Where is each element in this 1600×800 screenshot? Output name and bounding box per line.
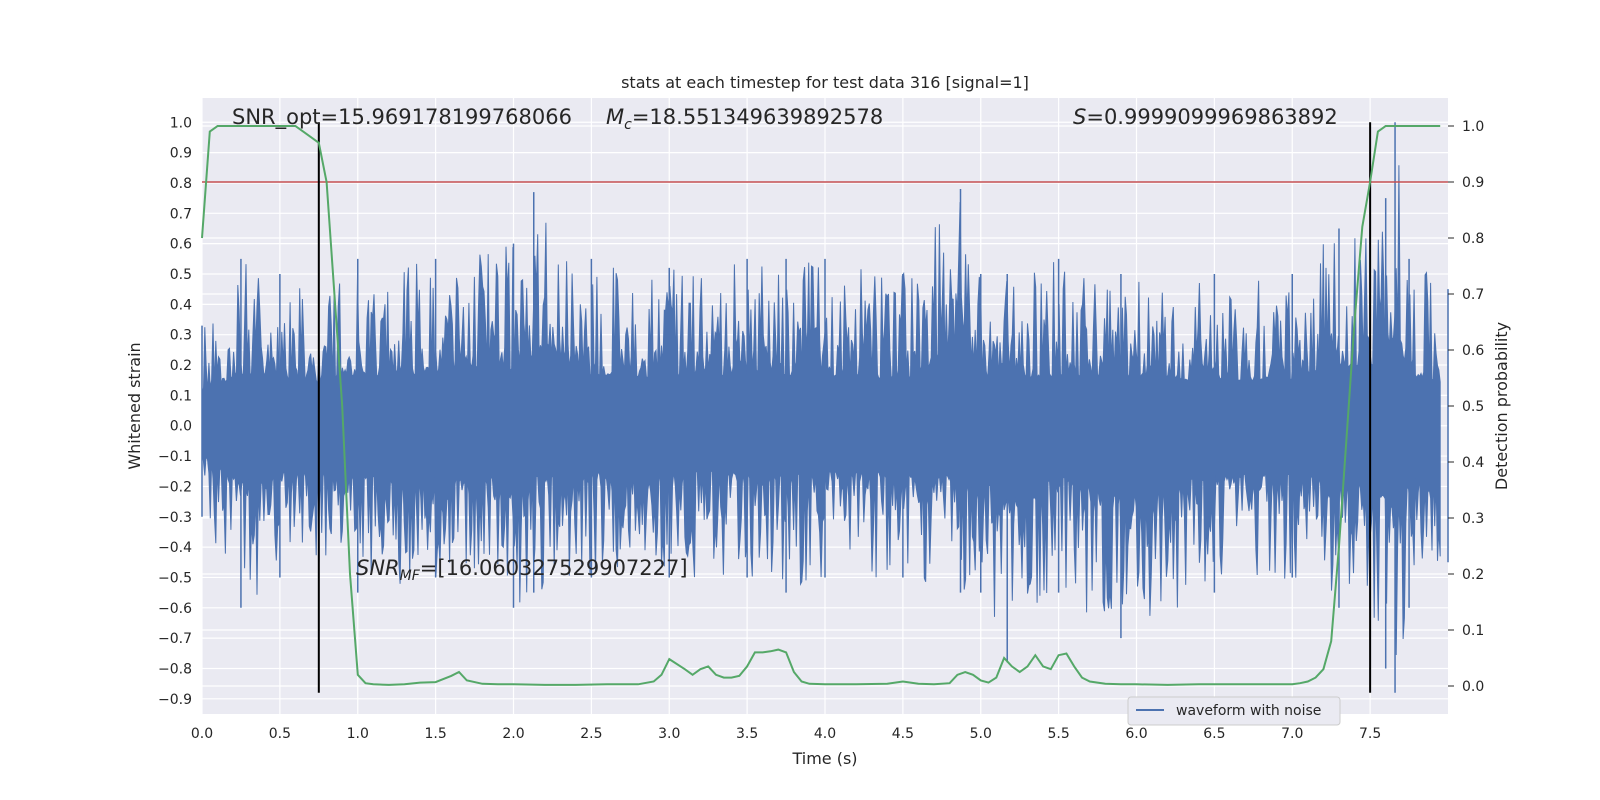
y-tick-label-15: −0.5 bbox=[158, 570, 192, 586]
snr-mf-annotation: SNRMF=[16.060327529907227] bbox=[356, 556, 688, 584]
y-axis-label: Whitened strain bbox=[125, 342, 144, 469]
y2-tick-label-4: 0.6 bbox=[1462, 343, 1484, 359]
y-tick-label-1: 0.9 bbox=[170, 146, 192, 162]
detection-probability-series bbox=[201, 125, 1441, 686]
y2-tick-label-1: 0.9 bbox=[1462, 175, 1484, 191]
y-tick-label-18: −0.8 bbox=[158, 661, 192, 677]
y-tick-label-10: 0.0 bbox=[170, 419, 192, 435]
y2-axis-label: Detection probability bbox=[1492, 322, 1511, 490]
x-tick-labels: 0.0 0.5 1.0 1.5 2.0 2.5 3.0 3.5 4.0 4.5 5.0 5.5 6.0 6… bbox=[191, 726, 1381, 742]
legend: waveform with noise bbox=[1127, 696, 1341, 726]
detection-probability-line bbox=[201, 125, 1441, 686]
y2-tick-label-6: 0.4 bbox=[1462, 455, 1484, 471]
x-axis-label: Time (s) bbox=[791, 749, 857, 768]
y2-tick-label-5: 0.5 bbox=[1462, 399, 1484, 415]
x-tick-label-2: 1.0 bbox=[347, 726, 369, 742]
y2-tick-label-7: 0.3 bbox=[1462, 511, 1484, 527]
y-tick-labels: 1.0 0.9 0.8 0.7 0.6 0.5 0.4 0.3 0.2 0.1 0.0 −0.1 −0.… bbox=[158, 115, 192, 708]
chart-title: stats at each timestep for test data 316… bbox=[621, 73, 1029, 92]
x-tick-label-1: 0.5 bbox=[269, 726, 291, 742]
x-tick-label-14: 7.0 bbox=[1281, 726, 1303, 742]
mc-subscript: c bbox=[624, 117, 632, 133]
y2-tick-label-2: 0.8 bbox=[1462, 231, 1484, 247]
x-tick-label-12: 6.0 bbox=[1125, 726, 1147, 742]
y2-tick-label-8: 0.2 bbox=[1462, 567, 1484, 583]
x-tick-label-6: 3.0 bbox=[658, 726, 680, 742]
mc-value: =18.551349639892578 bbox=[632, 105, 883, 129]
snr-mf-value: =[16.060327529907227] bbox=[420, 556, 688, 580]
chirp-mass-annotation: Mc=18.551349639892578 bbox=[606, 105, 883, 133]
y-tick-label-7: 0.3 bbox=[170, 328, 192, 344]
y-tick-label-19: −0.9 bbox=[158, 692, 192, 708]
y-tick-label-13: −0.3 bbox=[158, 510, 192, 526]
x-tick-label-4: 2.0 bbox=[502, 726, 524, 742]
y-tick-label-17: −0.7 bbox=[158, 631, 192, 647]
y-tick-label-6: 0.4 bbox=[170, 297, 192, 313]
y2-tick-label-10: 0.0 bbox=[1462, 679, 1484, 695]
y-tick-label-9: 0.1 bbox=[170, 388, 192, 404]
snr-mf-symbol: SNR bbox=[356, 556, 400, 580]
y-tick-label-0: 1.0 bbox=[170, 115, 192, 131]
x-tick-label-8: 4.0 bbox=[814, 726, 836, 742]
y-tick-label-14: −0.4 bbox=[158, 540, 192, 556]
x-tick-label-11: 5.5 bbox=[1047, 726, 1069, 742]
y2-tick-label-3: 0.7 bbox=[1462, 287, 1484, 303]
y-tick-label-16: −0.6 bbox=[158, 601, 192, 617]
vertical-lines-group bbox=[317, 122, 1372, 693]
waveform-noise-series bbox=[201, 122, 1449, 693]
y2-tick-label-9: 0.1 bbox=[1462, 623, 1484, 639]
y-tick-label-4: 0.6 bbox=[170, 237, 192, 253]
y-tick-label-11: −0.1 bbox=[158, 449, 192, 465]
y2-tick-labels: 1.0 0.9 0.8 0.7 0.6 0.5 0.4 0.3 0.2 0.1 0.0 bbox=[1448, 119, 1484, 695]
waveform-noise-path bbox=[201, 165, 1441, 656]
snr-mf-subscript: MF bbox=[400, 568, 421, 584]
x-tick-label-7: 3.5 bbox=[736, 726, 758, 742]
x-tick-label-13: 6.5 bbox=[1203, 726, 1225, 742]
y2-tick-label-0: 1.0 bbox=[1462, 119, 1484, 135]
s-symbol: S bbox=[1073, 105, 1086, 129]
x-tick-label-15: 7.5 bbox=[1359, 726, 1381, 742]
s-annotation: S=0.9999099969863892 bbox=[1073, 105, 1338, 129]
legend-box bbox=[1127, 696, 1341, 726]
x-tick-label-5: 2.5 bbox=[580, 726, 602, 742]
x-tick-label-3: 1.5 bbox=[424, 726, 446, 742]
mc-symbol: M bbox=[606, 105, 624, 129]
x-tick-label-0: 0.0 bbox=[191, 726, 213, 742]
y-tick-label-12: −0.2 bbox=[158, 479, 192, 495]
snr-opt-annotation: SNR_opt=15.969178199768066 bbox=[232, 105, 572, 130]
y-tick-label-2: 0.8 bbox=[170, 176, 192, 192]
x-tick-label-9: 4.5 bbox=[892, 726, 914, 742]
s-value: =0.9999099969863892 bbox=[1086, 105, 1337, 129]
y-tick-label-8: 0.2 bbox=[170, 358, 192, 374]
y-tick-label-5: 0.5 bbox=[170, 267, 192, 283]
y-tick-label-3: 0.7 bbox=[170, 206, 192, 222]
legend-label: waveform with noise bbox=[1176, 703, 1321, 719]
x-tick-label-10: 5.0 bbox=[970, 726, 992, 742]
